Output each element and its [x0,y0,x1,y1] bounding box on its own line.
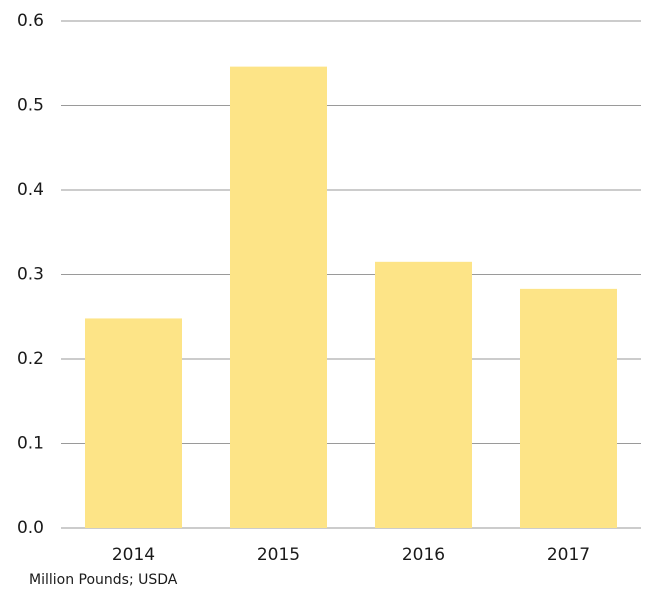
bar-2017 [520,288,617,528]
y-tick-label: 0.6 [17,11,44,31]
x-tick-label: 2014 [112,545,155,565]
x-tick-label: 2015 [257,545,300,565]
x-tick-label: 2016 [402,545,445,565]
x-axis-tick-labels: 2014 2015 2016 2017 [112,545,590,565]
bar-2015 [230,66,327,528]
y-tick-label: 0.0 [17,518,44,538]
source-note: Million Pounds; USDA [29,572,178,588]
bar-2014 [85,318,182,528]
y-axis-tick-labels: 0.0 0.1 0.2 0.3 0.4 0.5 0.6 [17,11,44,538]
y-tick-label: 0.2 [17,349,44,369]
bars [85,66,617,528]
y-tick-label: 0.5 [17,96,44,116]
y-tick-label: 0.1 [17,434,44,454]
y-tick-label: 0.3 [17,265,44,285]
bar-2016 [375,261,472,528]
x-tick-label: 2017 [547,545,590,565]
y-tick-label: 0.4 [17,180,44,200]
